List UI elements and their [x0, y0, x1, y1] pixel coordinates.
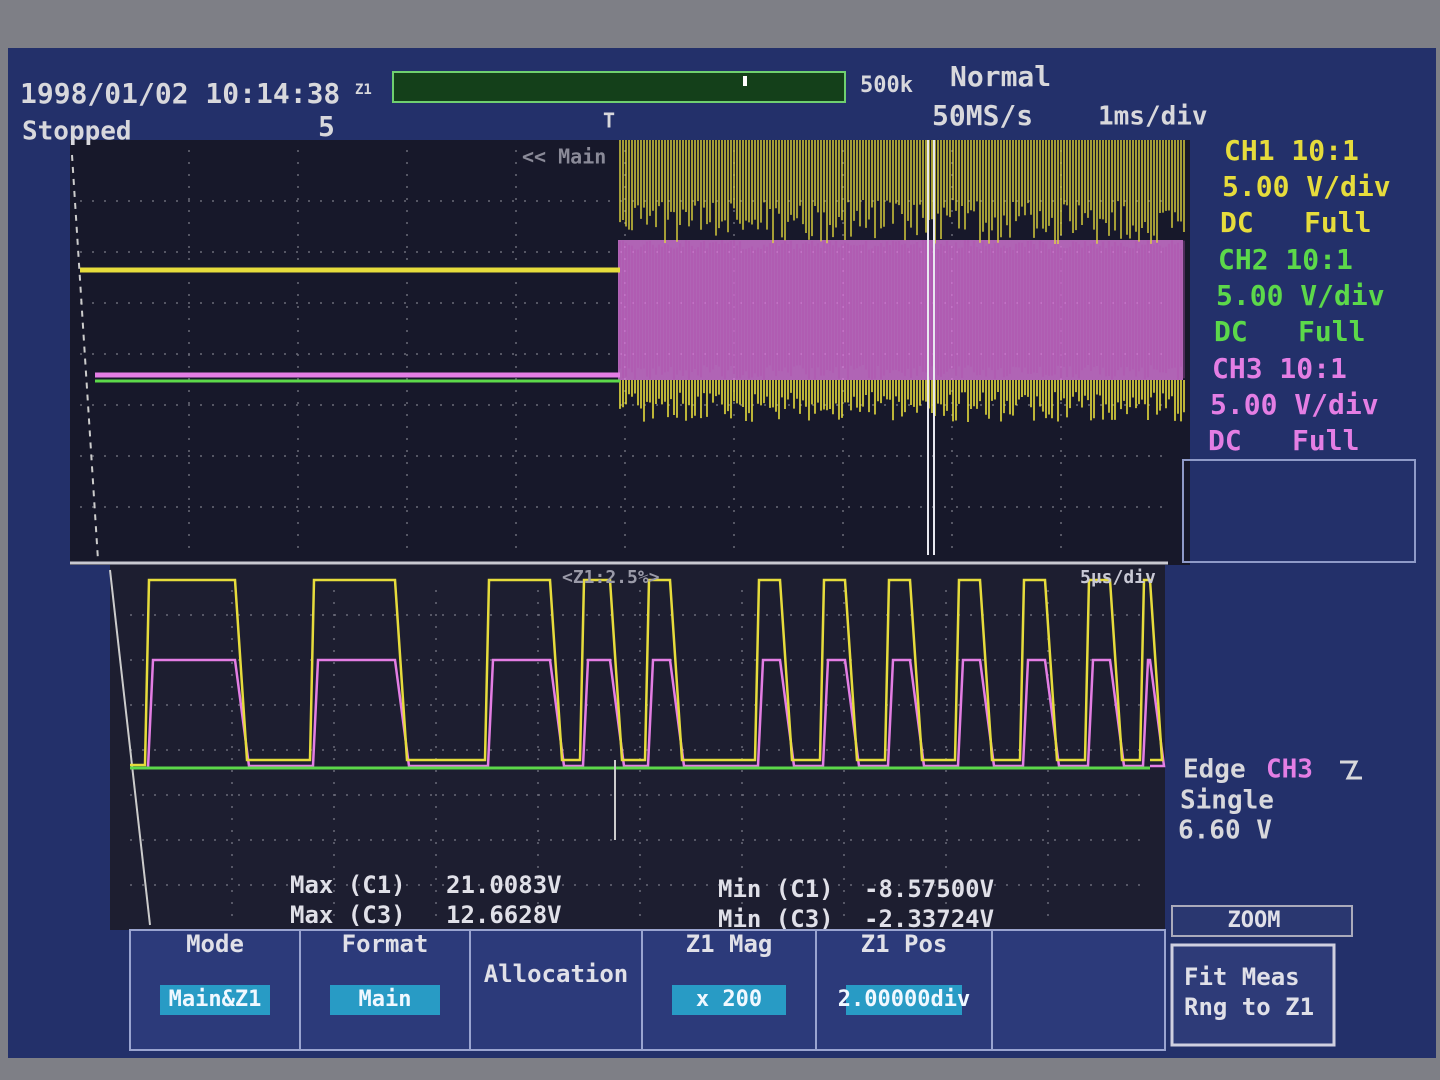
channel-bandwidth: Full [1292, 424, 1359, 457]
fit-button-line[interactable]: Rng to Z1 [1184, 993, 1314, 1021]
record-length: 500k [860, 73, 913, 98]
status: Stopped [22, 117, 132, 147]
zoom-menu-header [1171, 905, 1353, 937]
zoom-label: <Z1:2.5%> [562, 567, 660, 588]
slope-icon [1340, 760, 1362, 780]
frame-line [109, 569, 151, 926]
fit-button[interactable] [1170, 943, 1336, 1047]
trigger-mode: Normal [950, 60, 1051, 93]
channel-coupling: DC [1214, 315, 1248, 348]
menu-value-bg [160, 985, 270, 1015]
menu-value-bg [330, 985, 440, 1015]
datetime: 1998/01/02 10:14:38 [20, 77, 340, 110]
channel-name: CH2 10:1 [1218, 243, 1353, 276]
record-position [743, 76, 747, 86]
menu-value[interactable]: Main [359, 987, 412, 1012]
measurement-label: Max (C1) [290, 871, 406, 899]
acq-count: 5 [318, 110, 335, 143]
menu-title[interactable]: Z1 Pos [861, 930, 948, 958]
channel-bandwidth: Full [1298, 315, 1365, 348]
fit-button-line[interactable]: Fit Meas [1184, 963, 1300, 991]
zoom-tag: Z1 [355, 82, 372, 98]
measurement-label: Min (C1) [718, 875, 834, 903]
zoom-menu-title: ZOOM [1228, 908, 1281, 933]
measurement-label: Min (C3) [718, 905, 834, 933]
ch3-band [618, 240, 1183, 380]
sample-rate: 50MS/s [932, 99, 1033, 132]
frame-line [71, 154, 99, 561]
menu-value-bg [672, 985, 786, 1015]
measurement-value: -2.33724V [864, 905, 994, 933]
time-div: 1ms/div [1098, 102, 1208, 132]
menu-value-bg [846, 985, 962, 1015]
measurement-value: -8.57500V [864, 875, 994, 903]
menu-button [991, 929, 1166, 1051]
channel-coupling: DC [1208, 424, 1242, 457]
menu-value[interactable]: 2.00000div [838, 987, 970, 1012]
measurement-value: 21.0083V [446, 871, 562, 899]
channel-scale: 5.00 V/div [1222, 170, 1391, 203]
ch3-noise [619, 240, 1185, 380]
menu-title[interactable]: Z1 Mag [686, 930, 773, 958]
record-bar [392, 71, 846, 103]
measurement-value: 12.6628V [446, 901, 562, 929]
ch3-zoom [130, 658, 1166, 770]
trigger-level: 6.60 V [1178, 816, 1272, 846]
menu-value[interactable]: x 200 [696, 987, 762, 1012]
menu-value[interactable]: Main&Z1 [169, 987, 262, 1012]
zoom-plot [110, 565, 1165, 930]
menu-button[interactable] [469, 929, 643, 1051]
channel-bandwidth: Full [1304, 206, 1371, 239]
trigger-source: CH3 [1266, 755, 1313, 785]
menu-title[interactable]: Mode [186, 930, 244, 958]
trigger-marker: T [603, 109, 615, 133]
channel-name: CH3 10:1 [1212, 352, 1347, 385]
zoom-time-div: 5µs/div [1080, 567, 1156, 588]
channel-name: CH1 10:1 [1224, 134, 1359, 167]
channel-scale: 5.00 V/div [1210, 388, 1379, 421]
grid [71, 150, 1170, 926]
channel-coupling: DC [1220, 206, 1254, 239]
main-marker: << Main [522, 145, 606, 169]
ch1-zoom [130, 578, 1164, 767]
measurement-label: Max (C3) [290, 901, 406, 929]
trigger-type: Edge [1183, 755, 1246, 785]
info-box [1182, 459, 1416, 563]
trigger-mode-setting: Single [1180, 786, 1274, 816]
channel-scale: 5.00 V/div [1216, 279, 1385, 312]
menu-title[interactable]: Format [342, 930, 429, 958]
menu-title[interactable]: Allocation [484, 960, 629, 988]
